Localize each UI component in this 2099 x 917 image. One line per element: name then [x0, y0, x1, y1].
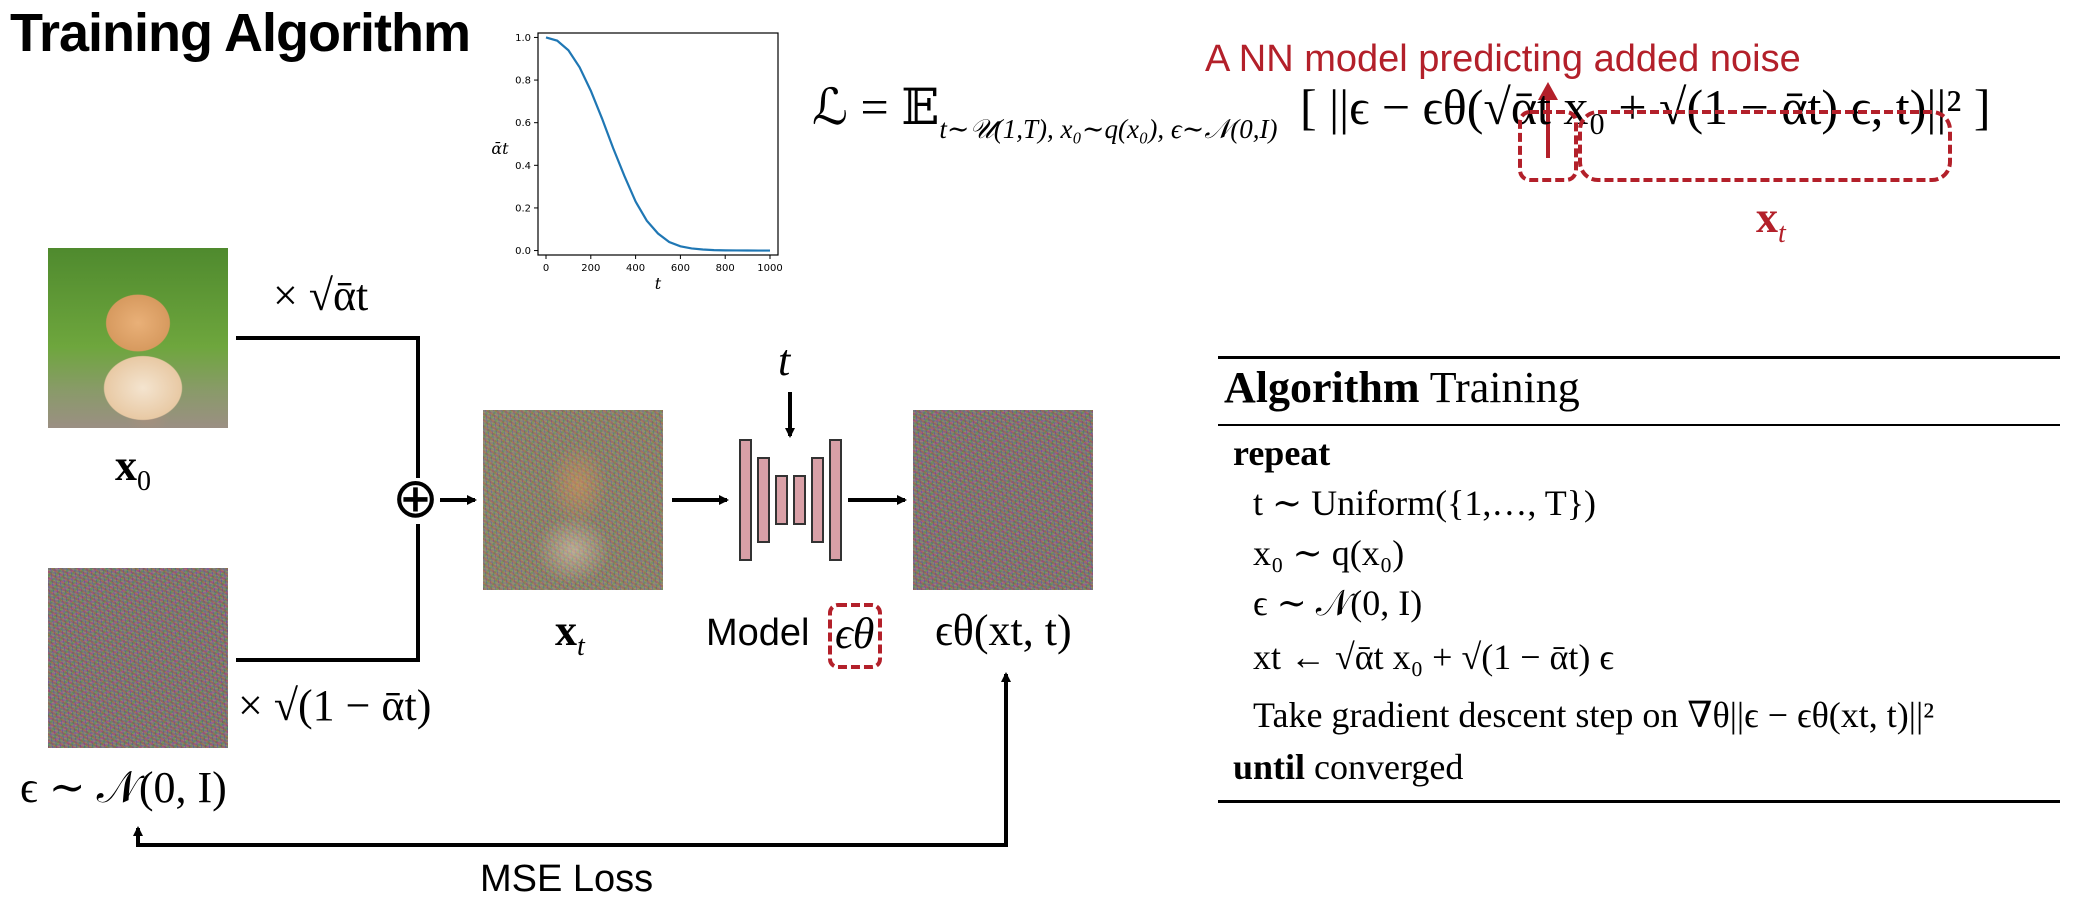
epsilon-label: ϵ ∼ 𝒩(0, I)	[20, 763, 227, 812]
y-tick-label: 0.6	[515, 118, 531, 129]
xt-argument-highlight	[1578, 110, 1952, 182]
noise-model-annotation: A NN model predicting added noise	[1205, 38, 1801, 80]
x-axis-label: t	[655, 274, 662, 293]
noisy-image-xt	[483, 410, 663, 590]
model-label: Model	[706, 612, 810, 654]
x-tick-label: 800	[716, 263, 735, 274]
y-axis-label: ᾱt	[491, 139, 509, 158]
scale-eps-label: × √(1 − ᾱt)	[238, 681, 432, 730]
algo-step-4: xt ← √ᾱt x₀ + √(1 − ᾱt) ϵ	[1253, 637, 1614, 677]
scale-x0-label: × √ᾱt	[273, 271, 369, 320]
xt-label: xt	[555, 606, 585, 662]
predicted-noise-image	[913, 410, 1093, 590]
unet-block-6	[829, 439, 842, 561]
algo-step-5: Take gradient descent step on ∇θ||ϵ − ϵθ…	[1253, 695, 1934, 735]
x-tick-label: 400	[626, 263, 645, 274]
loss-lhs: ℒ = 𝔼	[812, 79, 940, 135]
x-tick-label: 600	[671, 263, 690, 274]
mse-loss-loop	[133, 676, 1008, 847]
algo-top-rule	[1218, 356, 2060, 359]
alpha-bar-series-line	[545, 36, 771, 252]
algo-bottom-rule	[1218, 800, 2060, 803]
loss-equation: ℒ = 𝔼t∼𝒰(1,T), x₀∼q(x₀), ϵ∼𝒩(0,I) [ ||ϵ …	[812, 82, 1991, 143]
model-symbol: ϵθ	[835, 609, 875, 658]
algo-step-3: ϵ ∼ 𝒩(0, I)	[1253, 583, 1423, 623]
epsilon-theta-highlight	[1518, 110, 1578, 182]
algo-step-2: x₀ ∼ q(x₀)	[1253, 533, 1405, 573]
x0-branch-line	[236, 336, 420, 478]
annotation-arrow	[1538, 82, 1558, 158]
unet-block-4	[793, 475, 806, 525]
unet-block-1	[739, 439, 752, 561]
unet-block-5	[811, 457, 824, 543]
eps-branch-line	[236, 524, 420, 662]
loss-highlights	[1518, 110, 1952, 182]
y-tick-label: 0.8	[515, 76, 531, 87]
y-tick-label: 0.0	[515, 246, 531, 257]
algorithm-heading: Algorithm Training	[1224, 363, 1580, 412]
mse-loss-label: MSE Loss	[480, 858, 654, 900]
unet-block-2	[757, 457, 770, 543]
algo-mid-rule	[1218, 424, 2060, 426]
loss-body: [ ||ϵ − ϵθ(√ᾱt x₀ + √(1 − ᾱt) ϵ, t)||² ]	[1299, 79, 1991, 135]
algo-until: until converged	[1233, 747, 1464, 787]
x0-label: x0	[115, 441, 151, 497]
page-title: Training Algorithm	[10, 3, 471, 63]
output-label: ϵθ(xt, t)	[935, 606, 1072, 655]
unet-model	[739, 439, 842, 561]
x-tick-label: 200	[581, 263, 600, 274]
algo-repeat: repeat	[1233, 433, 1331, 473]
y-tick-label: 0.2	[515, 203, 531, 214]
algo-step-1: t ∼ Uniform({1,…, T})	[1253, 483, 1597, 523]
unet-block-3	[775, 475, 788, 525]
timestep-label: t	[778, 336, 791, 385]
diagram-connectors	[133, 336, 1011, 847]
model-symbol-highlight	[828, 603, 882, 669]
alpha-bar-chart: 0 200 400 600 800 1000 0.0 0.2 0.4 0.6 0.8 1.0 t ᾱt	[491, 32, 783, 293]
y-tick-label: 1.0	[515, 33, 531, 44]
xt-under-label: xt	[1756, 193, 1786, 249]
sum-symbol: ⊕	[392, 466, 439, 529]
loss-subscript: t∼𝒰(1,T), x₀∼q(x₀), ϵ∼𝒩(0,I)	[939, 114, 1278, 144]
noise-image-epsilon	[48, 568, 228, 748]
clean-image-x0	[48, 248, 228, 428]
x-tick-label: 1000	[757, 263, 782, 274]
x-tick-label: 0	[543, 263, 549, 274]
y-tick-label: 0.4	[515, 161, 531, 172]
chart-frame	[537, 32, 779, 256]
